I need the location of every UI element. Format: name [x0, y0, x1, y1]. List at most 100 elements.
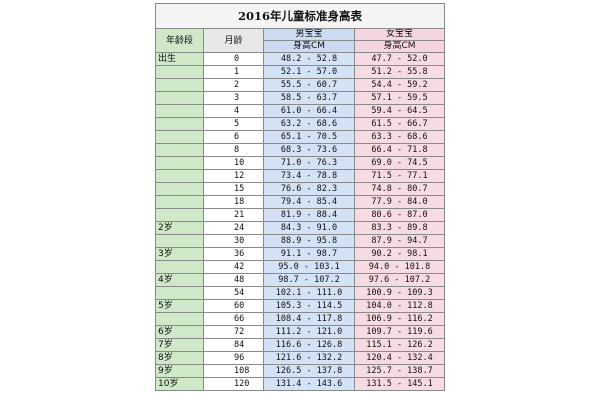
month-cell: 54	[203, 286, 264, 300]
month-cell: 60	[203, 299, 264, 313]
month-cell: 42	[203, 260, 264, 274]
height-table: 2016年儿童标准身高表 年龄段 月龄 男宝宝 女宝宝 身高CM 身高CM 出生…	[154, 3, 446, 391]
girl-height-cell: 80.6 - 87.0	[353, 208, 446, 222]
age-cell	[155, 65, 204, 79]
girl-height-cell: 97.6 - 107.2	[353, 273, 446, 287]
table-row: 6 65.1 - 70.5 63.3 - 68.6	[155, 130, 446, 144]
header-month: 月龄	[203, 28, 264, 53]
month-cell: 48	[203, 273, 264, 287]
month-cell: 108	[203, 364, 264, 378]
boy-height-cell: 131.4 - 143.6	[263, 377, 355, 391]
age-cell	[155, 78, 204, 92]
boy-height-cell: 61.0 - 66.4	[263, 104, 355, 118]
age-cell: 出生	[155, 52, 204, 66]
boy-height-cell: 111.2 - 121.0	[263, 325, 355, 339]
age-cell	[155, 117, 204, 131]
table-row: 12 73.4 - 78.8 71.5 - 77.1	[155, 169, 446, 183]
boy-height-cell: 48.2 - 52.8	[263, 52, 355, 66]
month-cell: 8	[203, 143, 264, 157]
girl-height-cell: 106.9 - 116.2	[353, 312, 446, 326]
age-cell	[155, 286, 204, 300]
age-cell: 6岁	[155, 325, 204, 339]
table-row: 9岁 108 126.5 - 137.8 125.7 - 138.7	[155, 364, 446, 378]
girl-height-cell: 87.9 - 94.7	[353, 234, 446, 248]
month-cell: 0	[203, 52, 264, 66]
month-cell: 2	[203, 78, 264, 92]
month-cell: 24	[203, 221, 264, 235]
girl-height-cell: 57.1 - 59.5	[353, 91, 446, 105]
header-boy: 男宝宝	[263, 28, 355, 41]
girl-height-cell: 61.5 - 66.7	[353, 117, 446, 131]
age-cell	[155, 260, 204, 274]
girl-height-cell: 47.7 - 52.0	[353, 52, 446, 66]
age-cell	[155, 195, 204, 209]
boy-height-cell: 116.6 - 126.8	[263, 338, 355, 352]
age-cell: 8岁	[155, 351, 204, 365]
boy-height-cell: 58.5 - 63.7	[263, 91, 355, 105]
month-cell: 72	[203, 325, 264, 339]
girl-height-cell: 74.8 - 80.7	[353, 182, 446, 196]
table-row: 66 108.4 - 117.8 106.9 - 116.2	[155, 312, 446, 326]
boy-height-cell: 79.4 - 85.4	[263, 195, 355, 209]
table-row: 54 102.1 - 111.0 100.9 - 109.3	[155, 286, 446, 300]
table-row: 18 79.4 - 85.4 77.9 - 84.0	[155, 195, 446, 209]
boy-height-cell: 88.9 - 95.8	[263, 234, 355, 248]
month-cell: 30	[203, 234, 264, 248]
boy-height-cell: 84.3 - 91.0	[263, 221, 355, 235]
age-cell	[155, 169, 204, 183]
boy-height-cell: 95.0 - 103.1	[263, 260, 355, 274]
table-row: 3岁 36 91.1 - 98.7 90.2 - 98.1	[155, 247, 446, 261]
age-cell	[155, 182, 204, 196]
month-cell: 1	[203, 65, 264, 79]
month-cell: 6	[203, 130, 264, 144]
girl-height-cell: 63.3 - 68.6	[353, 130, 446, 144]
boy-height-cell: 76.6 - 82.3	[263, 182, 355, 196]
month-cell: 120	[203, 377, 264, 391]
header-girl-unit: 身高CM	[353, 40, 446, 53]
month-cell: 15	[203, 182, 264, 196]
girl-height-cell: 69.0 - 74.5	[353, 156, 446, 170]
girl-height-cell: 100.9 - 109.3	[353, 286, 446, 300]
age-cell	[155, 156, 204, 170]
age-cell	[155, 312, 204, 326]
month-cell: 3	[203, 91, 264, 105]
table-row: 10岁 120 131.4 - 143.6 131.5 - 145.1	[155, 377, 446, 391]
month-cell: 5	[203, 117, 264, 131]
boy-height-cell: 68.3 - 73.6	[263, 143, 355, 157]
table-row: 5 63.2 - 68.6 61.5 - 66.7	[155, 117, 446, 131]
table-row: 3 58.5 - 63.7 57.1 - 59.5	[155, 91, 446, 105]
month-cell: 4	[203, 104, 264, 118]
age-cell: 9岁	[155, 364, 204, 378]
boy-height-cell: 63.2 - 68.6	[263, 117, 355, 131]
girl-height-cell: 109.7 - 119.6	[353, 325, 446, 339]
boy-height-cell: 98.7 - 107.2	[263, 273, 355, 287]
boy-height-cell: 55.5 - 60.7	[263, 78, 355, 92]
age-cell	[155, 234, 204, 248]
table-row: 8岁 96 121.6 - 132.2 120.4 - 132.4	[155, 351, 446, 365]
girl-height-cell: 83.3 - 89.8	[353, 221, 446, 235]
age-cell	[155, 104, 204, 118]
boy-height-cell: 105.3 - 114.5	[263, 299, 355, 313]
table-row: 4岁 48 98.7 - 107.2 97.6 - 107.2	[155, 273, 446, 287]
girl-height-cell: 54.4 - 59.2	[353, 78, 446, 92]
header-age-group: 年龄段	[155, 28, 204, 53]
table-title: 2016年儿童标准身高表	[154, 3, 446, 29]
age-cell: 5岁	[155, 299, 204, 313]
age-cell	[155, 208, 204, 222]
age-cell	[155, 143, 204, 157]
boy-height-cell: 126.5 - 137.8	[263, 364, 355, 378]
boy-height-cell: 91.1 - 98.7	[263, 247, 355, 261]
month-cell: 84	[203, 338, 264, 352]
table-row: 8 68.3 - 73.6 66.4 - 71.8	[155, 143, 446, 157]
girl-height-cell: 51.2 - 55.8	[353, 65, 446, 79]
boy-height-cell: 102.1 - 111.0	[263, 286, 355, 300]
table-row: 42 95.0 - 103.1 94.0 - 101.8	[155, 260, 446, 274]
girl-height-cell: 120.4 - 132.4	[353, 351, 446, 365]
table-row: 4 61.0 - 66.4 59.4 - 64.5	[155, 104, 446, 118]
boy-height-cell: 52.1 - 57.0	[263, 65, 355, 79]
girl-height-cell: 115.1 - 126.2	[353, 338, 446, 352]
boy-height-cell: 121.6 - 132.2	[263, 351, 355, 365]
age-cell	[155, 91, 204, 105]
table-row: 1 52.1 - 57.0 51.2 - 55.8	[155, 65, 446, 79]
month-cell: 21	[203, 208, 264, 222]
